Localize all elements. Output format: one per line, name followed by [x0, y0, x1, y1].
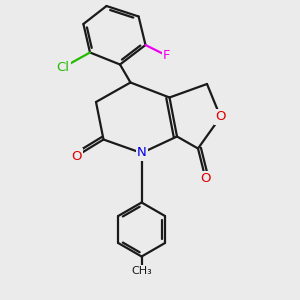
Text: Cl: Cl [56, 61, 70, 74]
Text: O: O [215, 110, 226, 124]
Text: O: O [71, 149, 82, 163]
Text: N: N [137, 146, 146, 160]
Text: O: O [200, 172, 211, 185]
Text: F: F [163, 49, 170, 62]
Text: CH₃: CH₃ [131, 266, 152, 276]
